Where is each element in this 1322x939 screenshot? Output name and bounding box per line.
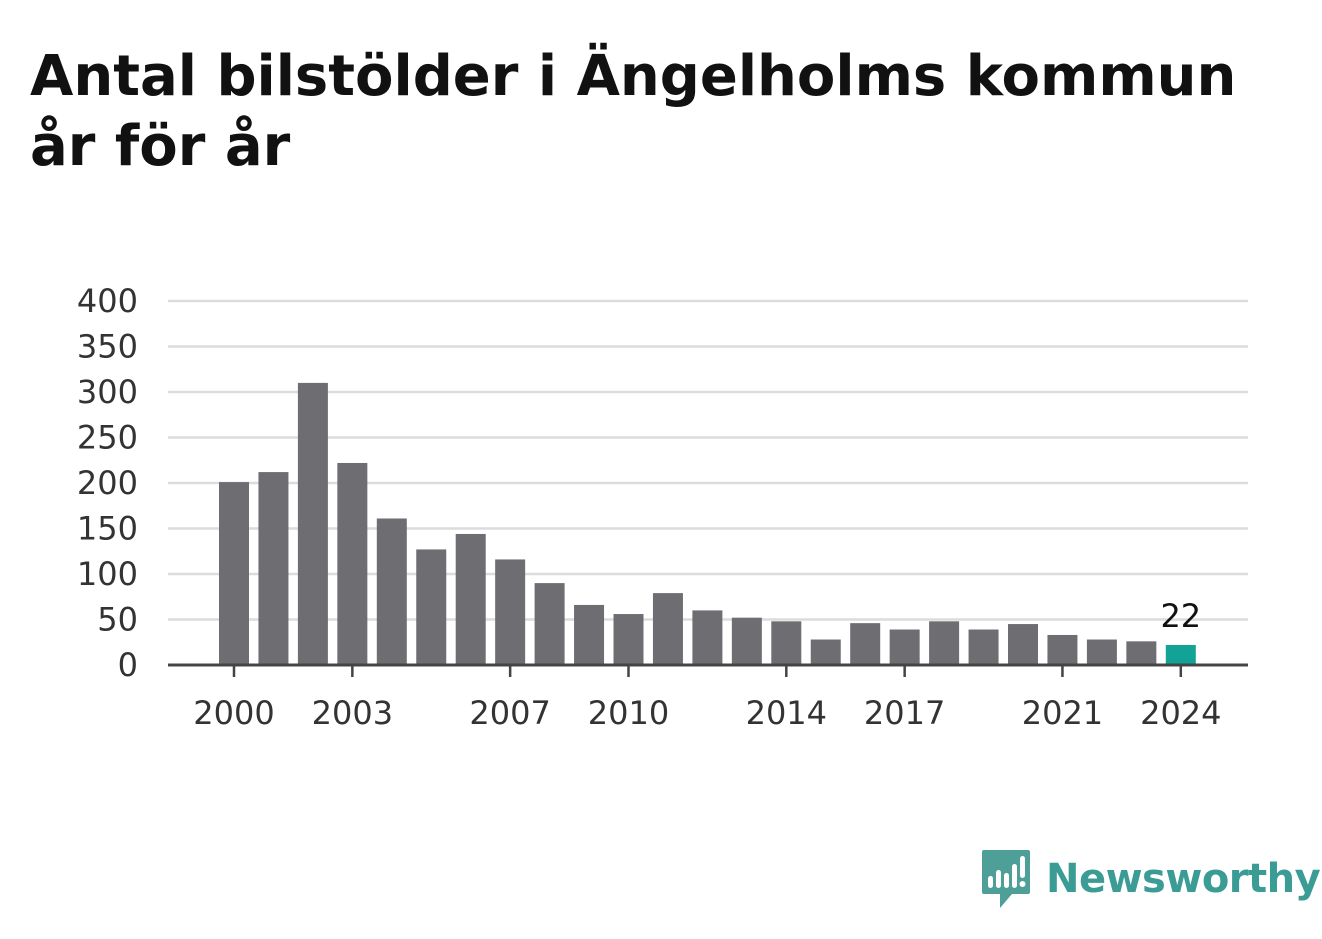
bar-2009 (574, 604, 605, 665)
bar-2020 (1008, 624, 1038, 665)
y-tick-label-400: 400 (77, 282, 138, 320)
bar-2012 (692, 610, 723, 665)
y-tick-label-100: 100 (77, 555, 138, 593)
x-tick-label-2003: 2003 (312, 694, 393, 732)
y-tick-label-300: 300 (77, 373, 138, 411)
x-tick-label-2014: 2014 (746, 694, 827, 732)
y-tick-label-250: 250 (77, 419, 138, 457)
x-tick-label-2024: 2024 (1140, 694, 1221, 732)
bars (219, 382, 1196, 665)
bar-2021 (1047, 634, 1078, 665)
bar-2010 (613, 614, 644, 665)
bar-2024 (1165, 644, 1196, 665)
gridlines (168, 299, 1248, 621)
bar-2007 (495, 559, 526, 665)
bar-2006 (455, 533, 486, 665)
y-axis-ticks: 0 50 100 150 200 250 300 350 400 (77, 282, 138, 684)
brand-name: Newsworthy (1046, 856, 1321, 902)
y-tick-label-50: 50 (97, 601, 138, 639)
x-tick-label-2017: 2017 (864, 694, 945, 732)
bar-2002 (297, 382, 328, 665)
newsworthy-logo: Newsworthy (980, 848, 1321, 910)
x-axis: 2000 2003 2007 2010 2014 2017 2021 2024 (168, 663, 1248, 732)
x-tick-label-2010: 2010 (588, 694, 669, 732)
bar-2022 (1086, 639, 1117, 665)
chart-title: Antal bilstölder i Ängelholms kommun år … (30, 44, 1237, 179)
bar-2015 (810, 639, 841, 665)
bar-2011 (652, 593, 683, 665)
newsworthy-logo-icon (982, 850, 1030, 908)
y-tick-label-150: 150 (77, 510, 138, 548)
bar-2000 (219, 482, 249, 665)
bar-2017 (889, 629, 920, 665)
y-tick-label-350: 350 (77, 328, 138, 366)
y-tick-label-200: 200 (77, 464, 138, 502)
bar-2003 (337, 462, 368, 665)
bar-2008 (534, 583, 565, 665)
bar-2016 (850, 623, 881, 665)
data-label-2024: 22 (1160, 597, 1201, 635)
data-labels: 22 (1160, 597, 1201, 635)
bar-2019 (968, 629, 999, 665)
bar-2014 (771, 621, 802, 665)
y-tick-label-0: 0 (118, 646, 138, 684)
bar-2005 (416, 549, 447, 665)
bar-2004 (376, 518, 407, 665)
bar-2023 (1126, 641, 1157, 665)
x-tick-label-2021: 2021 (1022, 694, 1103, 732)
bar-2018 (929, 621, 960, 665)
bar-2001 (258, 472, 289, 665)
x-tick-label-2007: 2007 (469, 694, 550, 732)
bar-2013 (731, 617, 762, 665)
x-tick-label-2000: 2000 (193, 694, 274, 732)
